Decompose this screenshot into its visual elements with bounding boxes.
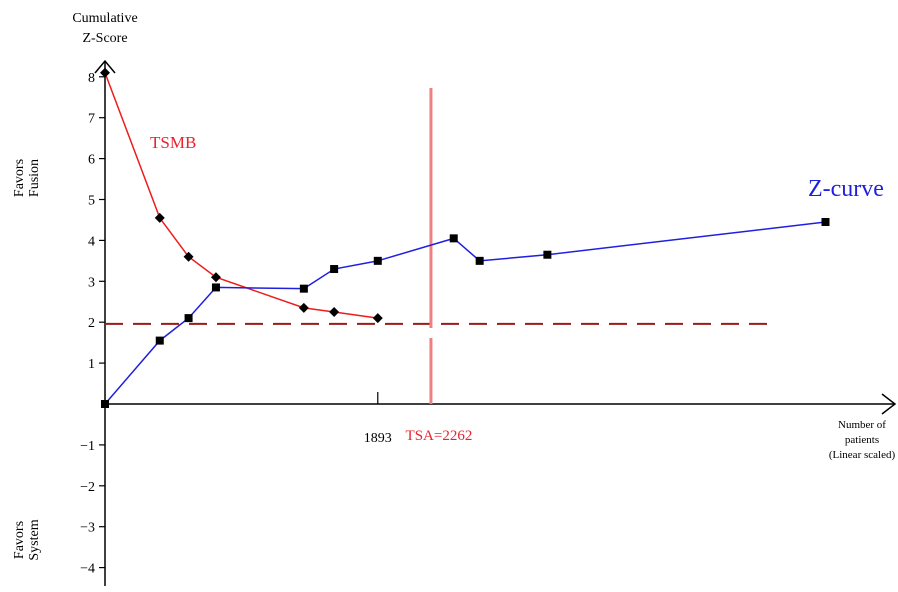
y-tick-label: 3	[88, 275, 95, 290]
z-curve-point	[101, 400, 109, 408]
z-curve-point	[821, 217, 830, 226]
series	[100, 67, 830, 408]
y-tick-label: −4	[80, 562, 95, 577]
lower-region-label: Favors System	[12, 519, 42, 560]
axes	[94, 59, 897, 586]
z-curve-point	[211, 283, 220, 292]
z-curve-point	[155, 336, 164, 345]
x-axis-title-line1: Number of	[838, 419, 886, 431]
z-curve-point	[373, 256, 382, 265]
y-tick-label: 5	[88, 194, 95, 209]
upper-region-label-line1: Favors	[12, 159, 27, 197]
z-curve-line	[104, 221, 826, 405]
reference-lines	[105, 88, 768, 404]
tsmb-point	[154, 212, 165, 223]
x-axis-arrowhead	[881, 393, 897, 415]
upper-region-label-line2: Fusion	[27, 159, 42, 197]
y-tick-label: 6	[88, 153, 95, 168]
y-axis-title-line1: Cumulative	[72, 11, 137, 26]
z-curve-label: Z-curve	[808, 176, 884, 202]
y-tick-label: 7	[88, 112, 95, 127]
tsmb-point	[372, 313, 383, 324]
z-curve-point	[449, 234, 458, 243]
y-axis-arrowhead	[94, 59, 116, 74]
lower-region-label-line1: Favors	[12, 521, 27, 559]
z-curve-point	[330, 265, 339, 274]
y-tick-label: 8	[88, 71, 95, 86]
tsa-label: TSA=2262	[406, 428, 473, 444]
tsmb-point	[100, 67, 110, 78]
tsmb-label: TSMB	[150, 133, 196, 152]
x-axis-title-line3: (Linear scaled)	[829, 449, 896, 461]
x-axis-title-line2: patients	[845, 434, 879, 446]
z-curve-point	[543, 250, 552, 259]
x-tick-label: 1893	[364, 431, 392, 446]
z-curve-point	[299, 284, 308, 293]
y-tick-label: 4	[88, 234, 95, 249]
tsmb-point	[329, 306, 340, 317]
upper-region-label: Favors Fusion	[12, 159, 42, 197]
y-tick-label: 1	[88, 357, 95, 372]
y-axis-title-line2: Z-Score	[82, 31, 127, 46]
tsmb-line	[104, 72, 378, 319]
y-tick-label: −1	[80, 439, 95, 454]
tsmb-point	[183, 251, 194, 262]
lower-region-label-line2: System	[27, 519, 42, 560]
tsmb-point	[298, 302, 309, 313]
y-tick-label: −2	[80, 480, 95, 495]
tsmb-point	[210, 272, 221, 283]
ticks: 8 7 6 5 4 3 2 1 −1 −2 −3 −4 1893	[80, 71, 392, 577]
y-tick-label: 2	[88, 316, 95, 331]
z-curve-point	[184, 314, 193, 323]
chart-labels: TSMB Z-curve TSA=2262	[150, 133, 884, 444]
y-tick-label: −3	[80, 521, 95, 536]
z-curve-point	[475, 256, 484, 265]
